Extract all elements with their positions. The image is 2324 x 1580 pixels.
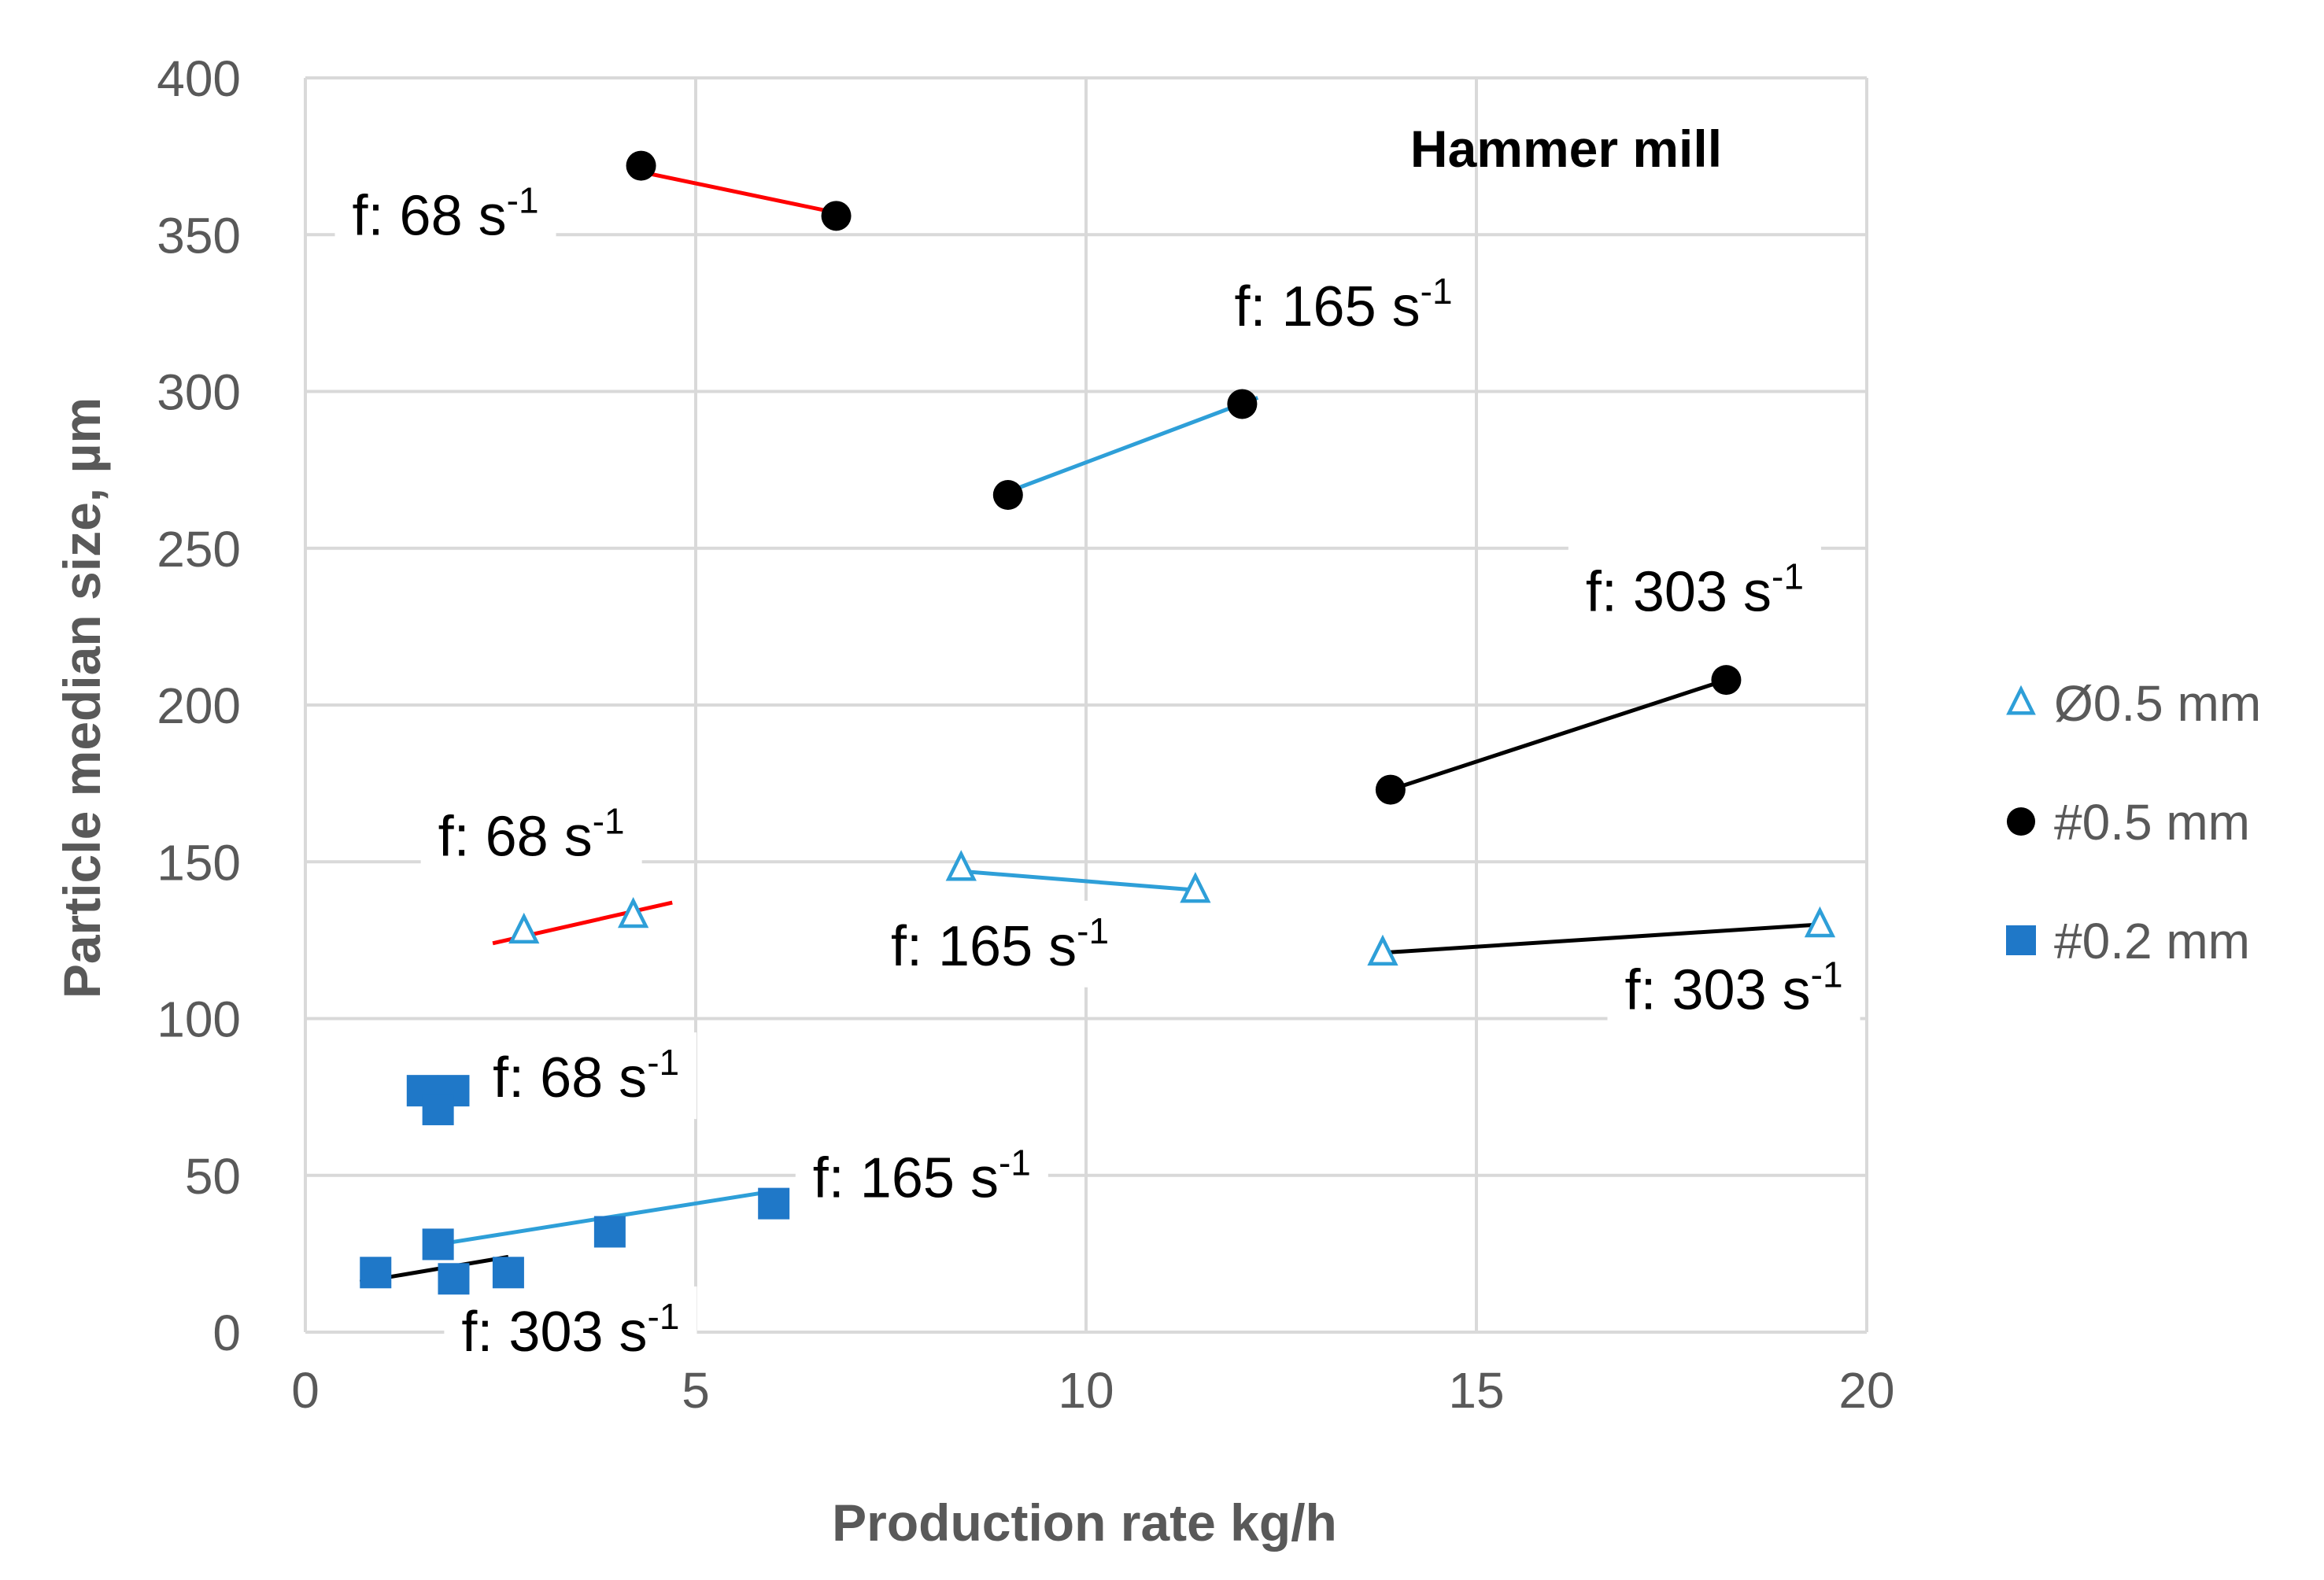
data-point-circle — [1375, 774, 1406, 805]
legend-label: #0.5 mm — [2054, 794, 2250, 851]
data-point-triangle-open — [1180, 872, 1211, 903]
data-point-square — [422, 1228, 454, 1261]
annotation-label: f: 68 s-1 — [493, 1042, 679, 1109]
y-axis-ticks: 0 50 100 150 200 250 300 350 400 — [157, 50, 241, 1361]
annotation-background — [334, 170, 556, 257]
x-axis-ticks: 0 5 10 15 20 — [291, 1362, 1894, 1419]
trend-line — [641, 170, 837, 215]
legend-label: #0.2 mm — [2054, 913, 2250, 969]
annotation-base: f: 165 s — [1234, 275, 1420, 338]
trend-line — [961, 869, 1196, 892]
annotation-label: f: 68 s-1 — [353, 179, 539, 247]
annotation-background — [1568, 546, 1821, 633]
annotation-label: f: 303 s-1 — [1586, 556, 1804, 623]
annotation-base: f: 68 s — [493, 1047, 647, 1109]
data-point-triangle-open — [945, 850, 977, 881]
annotation-background — [1607, 944, 1860, 1032]
x-tick-label: 10 — [1058, 1362, 1114, 1419]
annotation-background — [475, 1032, 697, 1120]
annotation-label: f: 165 s-1 — [813, 1143, 1031, 1210]
annotation-background — [874, 900, 1127, 988]
legend-label: Ø0.5 mm — [2054, 675, 2261, 732]
annotation-base: f: 68 s — [438, 805, 593, 868]
data-point-square — [422, 1094, 454, 1126]
data-point-circle — [1711, 665, 1742, 696]
y-axis-title: Particle median size, µm — [53, 397, 111, 999]
x-tick-label: 0 — [291, 1362, 320, 1419]
annotation-base: f: 303 s — [1586, 560, 1772, 623]
annotation-superscript: -1 — [999, 1143, 1031, 1183]
annotation-superscript: -1 — [647, 1042, 679, 1083]
annotation-label: f: 165 s-1 — [891, 910, 1109, 978]
annotation-superscript: -1 — [507, 179, 539, 220]
y-tick-label: 400 — [157, 50, 241, 107]
legend: Ø0.5 mm #0.5 mm #0.2 mm — [2006, 675, 2261, 969]
annotations: f: 68 s-1f: 165 s-1f: 303 s-1f: 68 s-1f:… — [353, 179, 1843, 1364]
y-tick-label: 150 — [157, 834, 241, 891]
annotation-superscript: -1 — [1772, 556, 1804, 596]
data-point-triangle-open — [1367, 934, 1398, 966]
data-point-triangle-open — [508, 912, 540, 944]
data-point-square — [438, 1263, 470, 1295]
annotation-superscript: -1 — [1421, 271, 1453, 312]
annotation-background — [420, 791, 642, 878]
data-point-square — [593, 1216, 626, 1248]
annotation-background — [795, 1132, 1048, 1220]
data-point-square — [360, 1257, 392, 1289]
data-point-circle — [992, 480, 1023, 511]
trend-line — [1007, 396, 1259, 494]
annotation-base: f: 303 s — [461, 1301, 647, 1364]
y-tick-label: 200 — [157, 677, 241, 734]
data-point-circle — [1227, 389, 1258, 419]
annotation-label: f: 68 s-1 — [438, 800, 625, 868]
legend-marker-triangle-open — [2006, 685, 2036, 715]
x-tick-label: 20 — [1838, 1362, 1894, 1419]
y-tick-label: 50 — [185, 1148, 241, 1205]
annotation-superscript: -1 — [648, 1296, 680, 1337]
x-tick-label: 5 — [682, 1362, 710, 1419]
y-tick-label: 100 — [157, 991, 241, 1048]
x-tick-label: 15 — [1448, 1362, 1504, 1419]
legend-marker-circle — [2006, 807, 2036, 836]
chart-title: Hammer mill — [1410, 120, 1722, 178]
annotation-base: f: 165 s — [891, 915, 1077, 978]
annotation-label: f: 303 s-1 — [1624, 954, 1842, 1022]
x-axis-title: Production rate kg/h — [832, 1493, 1337, 1552]
data-point-circle — [821, 201, 852, 231]
data-points — [360, 150, 1836, 1295]
y-tick-label: 0 — [212, 1305, 241, 1361]
annotation-base: f: 68 s — [353, 184, 507, 247]
annotation-superscript: -1 — [1077, 910, 1109, 951]
data-point-circle — [626, 150, 656, 181]
annotation-base: f: 165 s — [813, 1147, 999, 1210]
data-point-triangle-open — [1804, 906, 1836, 938]
data-point-triangle-open — [617, 896, 649, 928]
annotation-superscript: -1 — [593, 800, 625, 841]
annotation-backgrounds — [334, 170, 1860, 1373]
annotation-base: f: 303 s — [1624, 959, 1810, 1022]
annotation-superscript: -1 — [1811, 954, 1843, 995]
data-point-square — [758, 1187, 790, 1220]
trend-line — [1390, 677, 1727, 792]
y-tick-label: 300 — [157, 364, 241, 421]
trend-line — [1382, 922, 1820, 955]
legend-marker-square — [2006, 925, 2036, 955]
annotation-label: f: 303 s-1 — [461, 1296, 679, 1364]
annotation-label: f: 165 s-1 — [1234, 271, 1452, 338]
y-tick-label: 350 — [157, 207, 241, 264]
data-point-square — [492, 1257, 524, 1289]
annotation-background — [1217, 260, 1470, 348]
annotation-background — [444, 1286, 697, 1373]
y-tick-label: 250 — [157, 521, 241, 578]
